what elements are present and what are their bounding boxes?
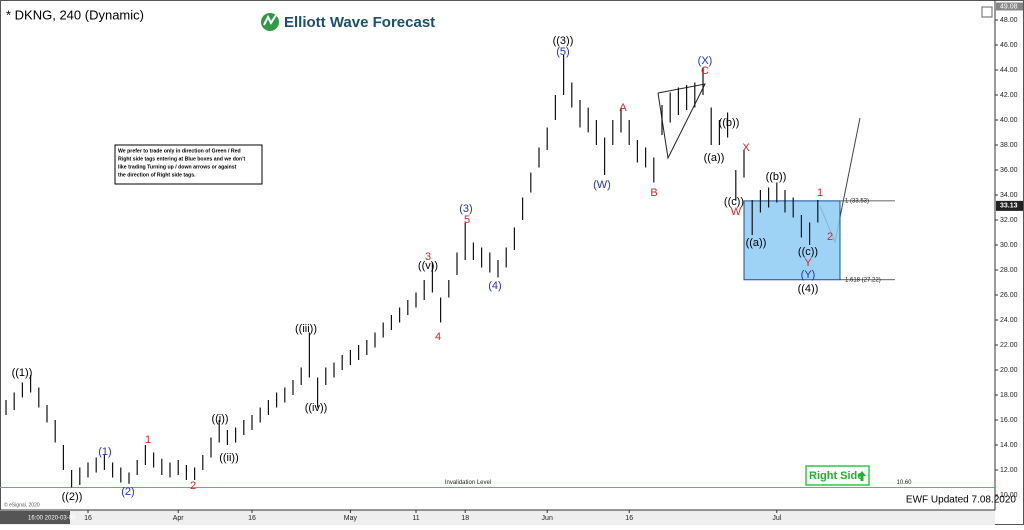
- wave-label: ((a)): [746, 237, 767, 249]
- y-tick-label: 40.00: [1000, 117, 1018, 124]
- logo-text: Elliott Wave Forecast: [284, 14, 435, 31]
- wave-label: (3): [459, 203, 472, 215]
- triangle: [657, 83, 706, 160]
- y-tick-label: 14.00: [1000, 442, 1018, 449]
- wave-label: ((c)): [798, 246, 818, 258]
- wave-label: ((i)): [211, 413, 228, 425]
- wave-label: C: [701, 65, 709, 77]
- right-side-tag: Right Side: [805, 465, 870, 486]
- note-line: We prefer to trade only in direction of …: [118, 148, 241, 154]
- wave-label: (5): [556, 46, 569, 58]
- y-tick-label: 16.00: [1000, 417, 1018, 424]
- note-line: Right side tags entering at Blue boxes a…: [118, 156, 245, 162]
- wave-label: Y: [804, 257, 812, 269]
- invalidation-value: 10.60: [896, 480, 912, 486]
- wave-label: 5: [464, 214, 470, 226]
- cursor-date-box: [0, 511, 70, 524]
- top-price-tag: [996, 2, 1023, 11]
- x-tick-label: May: [344, 515, 358, 522]
- wave-label: ((iii)): [295, 323, 317, 335]
- note-line: like trading Turning up / down arrows or…: [118, 164, 237, 170]
- y-tick-label: 28.00: [1000, 267, 1018, 274]
- y-tick-label: 44.00: [1000, 67, 1018, 74]
- wave-label: ((iv)): [305, 402, 328, 414]
- wave-label: ((b)): [719, 117, 740, 129]
- y-tick-label: 12.00: [1000, 467, 1018, 474]
- wave-label: ((2)): [62, 491, 83, 503]
- top-price-label: 49.08: [1000, 3, 1018, 10]
- wave-label: W: [731, 206, 742, 218]
- wave-label: (W): [593, 179, 611, 191]
- wave-label: A: [619, 102, 627, 114]
- x-axis-strip: [0, 510, 995, 525]
- wave-label: X: [742, 142, 750, 154]
- x-tick-label: 16: [84, 515, 92, 522]
- wave-label: 4: [435, 331, 441, 343]
- wave-label: ((c)): [724, 196, 744, 208]
- note-line: the direction of Right side tags.: [118, 172, 196, 178]
- wave-label: (Y): [801, 269, 816, 281]
- y-tick-label: 38.00: [1000, 142, 1018, 149]
- y-tick-label: 48.00: [1000, 17, 1018, 24]
- x-tick-label: 16: [248, 515, 256, 522]
- right-side-text: Right Side: [809, 470, 863, 482]
- wave-label: 2: [190, 480, 196, 492]
- x-tick-label: 16: [625, 515, 633, 522]
- y-tick-label: 26.00: [1000, 292, 1018, 299]
- copyright: © eSignal, 2020: [4, 501, 40, 508]
- wave-label: (4): [488, 280, 501, 292]
- wave-label: 2: [827, 231, 833, 243]
- logo-wave: [263, 14, 277, 26]
- wave-label: B: [650, 187, 657, 199]
- footer: EWF Updated 7.08.2020: [906, 495, 1017, 506]
- wave-label: ((v)): [418, 260, 438, 272]
- cursor-date: 16:00 2020-03-09: [28, 516, 76, 522]
- x-tick-label: Jul: [772, 515, 781, 522]
- logo: Elliott Wave Forecast: [261, 13, 435, 31]
- box-label: 1.618 (27.22): [845, 277, 881, 283]
- y-tick-label: 30.00: [1000, 242, 1018, 249]
- box-label: 1 (33.53): [845, 198, 869, 204]
- x-tick-label: Apr: [173, 515, 185, 522]
- wave-label: 1: [145, 434, 151, 446]
- wave-label: ((b)): [766, 171, 787, 183]
- wave-label: 3: [425, 251, 431, 263]
- note-box: We prefer to trade only in direction of …: [114, 144, 263, 185]
- last-price-label: 33.13: [1000, 203, 1018, 210]
- chart-title: * DKNG, 240 (Dynamic): [6, 7, 144, 22]
- x-tick-label: 18: [461, 515, 469, 522]
- x-tick-label: Jun: [542, 515, 553, 522]
- y-tick-label: 46.00: [1000, 42, 1018, 49]
- wave-label: (2): [121, 486, 134, 498]
- x-tick-label: 11: [412, 515, 419, 522]
- y-tick-label: 18.00: [1000, 392, 1018, 399]
- wave-label: ((ii)): [219, 452, 239, 464]
- y-tick-label: 36.00: [1000, 167, 1018, 174]
- wave-label: (X): [698, 55, 713, 67]
- last-price-tag: [996, 200, 1023, 211]
- wave-label: ((4)): [798, 283, 819, 295]
- right-side-frame: [805, 465, 870, 486]
- y-tick-label: 32.00: [1000, 217, 1018, 224]
- wave-label: ((3)): [553, 35, 574, 47]
- y-tick-label: 22.00: [1000, 342, 1018, 349]
- invalidation-label: Invalidation Level: [445, 480, 491, 486]
- y-tick-label: 42.00: [1000, 92, 1018, 99]
- wave-label: ((1)): [12, 367, 33, 379]
- y-tick-label: 34.00: [1000, 192, 1018, 199]
- y-tick-label: 10.00: [1000, 492, 1018, 499]
- y-tick-label: 24.00: [1000, 317, 1018, 324]
- wave-label: 1: [817, 187, 823, 199]
- wave-label: ((a)): [704, 152, 725, 164]
- scale-button[interactable]: [981, 6, 993, 18]
- wave-label: (1): [98, 446, 111, 458]
- note-frame: [114, 144, 263, 185]
- target-box: [743, 200, 841, 281]
- right-side-arrow: [858, 471, 866, 481]
- y-tick-label: 20.00: [1000, 367, 1018, 374]
